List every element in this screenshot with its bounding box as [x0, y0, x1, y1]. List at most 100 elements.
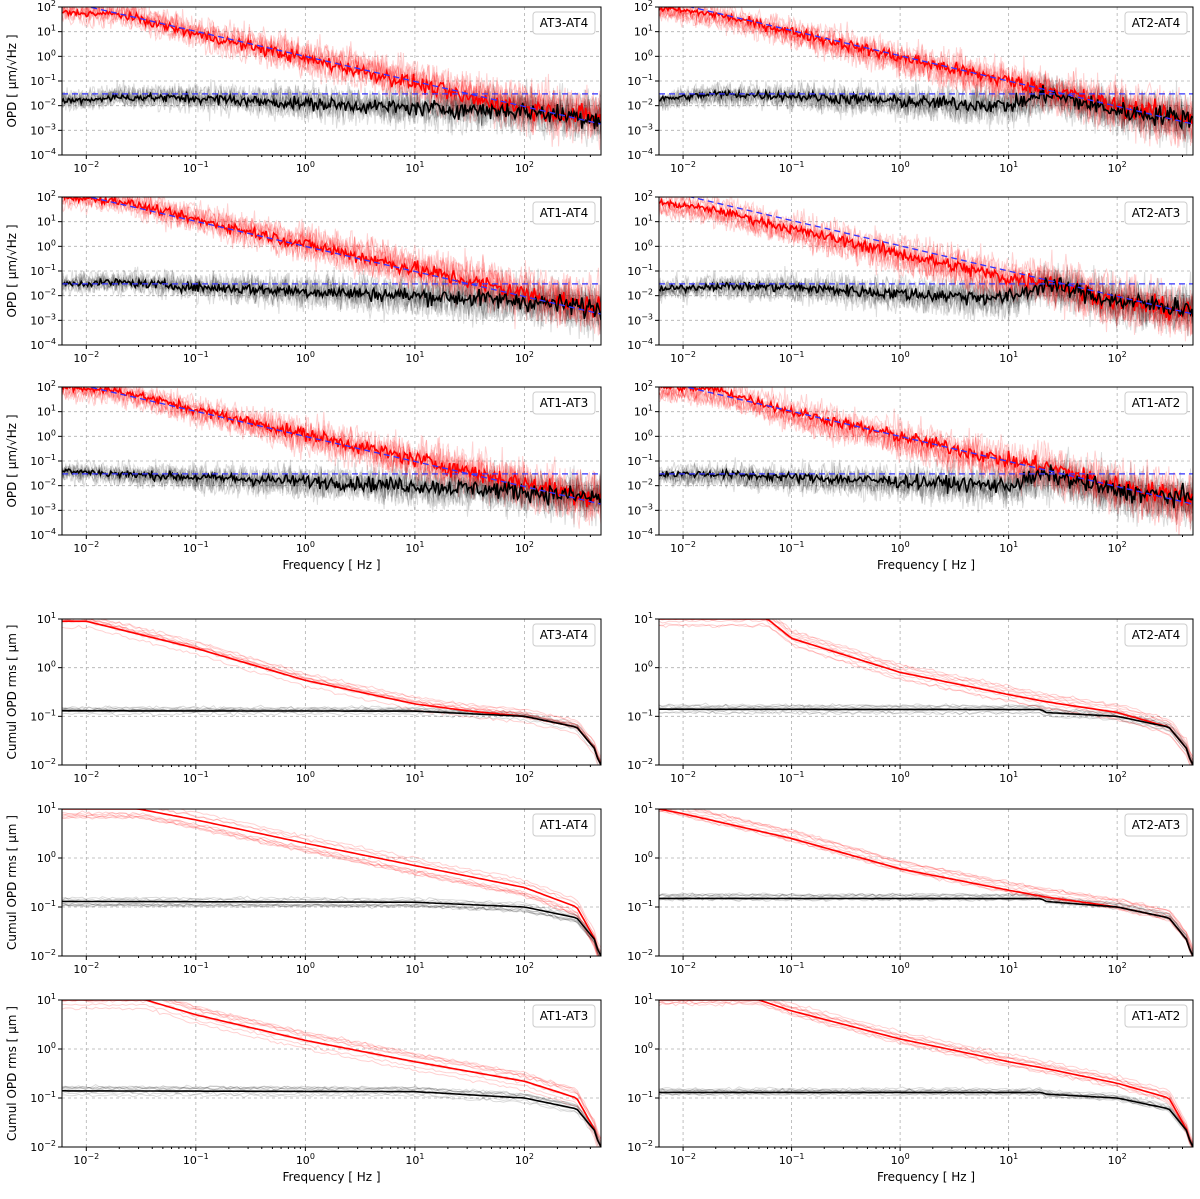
series-open-loop-median — [659, 809, 1193, 956]
run-trace — [62, 1084, 601, 1144]
x-tick-label: 101 — [405, 961, 424, 976]
run-trace — [62, 1085, 601, 1143]
run-trace — [62, 7, 601, 139]
x-tick-label: 102 — [515, 540, 534, 555]
run-trace — [62, 83, 601, 141]
y-tick-label: 100 — [634, 660, 653, 675]
run-trace — [659, 705, 1193, 764]
y-tick-label: 10−1 — [30, 263, 56, 278]
y-tick-label: 100 — [634, 48, 653, 63]
y-tick-label: 101 — [634, 24, 653, 39]
panel-psd-at1-at2: 10−2 10−1 100 101 102 10−4 10−3 10−2 10−1 100 101 1… — [627, 379, 1194, 572]
axes-frame — [61, 808, 602, 957]
series-closed-loop-median — [659, 1091, 1193, 1147]
x-tick-label: 100 — [296, 540, 315, 555]
run-trace — [62, 619, 601, 764]
run-trace — [659, 202, 1193, 335]
x-axis-label: Frequency [ Hz ] — [282, 558, 380, 572]
baseline-label-box — [1124, 623, 1188, 647]
x-tick-label: 100 — [891, 961, 910, 976]
panel-cumulative-at1-at3: 10−2 10−1 100 101 102 10−2 10−1 100 101 AT1-AT3 Cu… — [5, 992, 602, 1184]
series-model-power-law — [687, 197, 1193, 315]
x-tick-label: 101 — [999, 770, 1018, 785]
axes-frame — [61, 999, 602, 1148]
baseline-label-box — [1124, 813, 1188, 837]
y-tick-label: 10−4 — [627, 527, 653, 542]
grid — [62, 999, 601, 1148]
x-tick-label: 101 — [999, 961, 1018, 976]
run-trace — [659, 78, 1193, 143]
run-trace — [62, 815, 598, 956]
run-trace — [659, 702, 1193, 761]
y-tick-label: 101 — [634, 611, 653, 626]
y-tick-label: 10−4 — [30, 527, 56, 542]
run-trace — [659, 461, 1193, 522]
y-tick-label: 10−1 — [30, 1090, 56, 1105]
run-trace — [685, 809, 1193, 951]
run-trace — [660, 7, 1193, 126]
run-trace — [62, 902, 600, 956]
run-trace — [62, 903, 600, 956]
run-trace — [659, 269, 1193, 333]
run-trace — [659, 7, 1193, 147]
y-tick-label: 101 — [37, 611, 56, 626]
baseline-label-box — [1124, 391, 1188, 415]
run-trace — [768, 1000, 1193, 1144]
plot-area — [659, 809, 1193, 956]
run-trace — [772, 619, 1193, 761]
run-trace — [769, 1000, 1193, 1145]
run-trace — [62, 197, 601, 335]
run-trace — [659, 200, 1193, 342]
run-trace — [62, 458, 601, 519]
y-tick-label: 10−1 — [627, 1090, 653, 1105]
run-trace — [775, 1000, 1193, 1142]
y-tick-label: 100 — [37, 660, 56, 675]
run-trace — [774, 619, 1193, 758]
run-trace — [62, 387, 601, 525]
series-closed-loop-median — [62, 900, 601, 956]
x-tick-label: 10−2 — [670, 1152, 696, 1167]
series-open-loop-median — [659, 1000, 1193, 1147]
y-tick-label: 10−4 — [30, 147, 56, 162]
run-trace — [62, 270, 601, 332]
y-tick-label: 10−2 — [30, 478, 56, 493]
x-tick-label: 10−1 — [183, 350, 209, 365]
run-trace — [686, 809, 1193, 951]
run-trace — [62, 897, 601, 954]
run-trace — [62, 462, 601, 528]
baseline-label: AT1-AT3 — [540, 396, 589, 410]
run-trace — [659, 892, 1193, 952]
x-tick-label: 101 — [405, 1152, 424, 1167]
run-trace — [659, 892, 1193, 953]
y-tick-label: 10−2 — [627, 288, 653, 303]
run-trace — [62, 79, 601, 133]
x-tick-label: 102 — [1108, 540, 1127, 555]
baseline-label-box — [1124, 11, 1188, 35]
x-tick-label: 102 — [1108, 1152, 1127, 1167]
panel-cumulative-at3-at4: 10−2 10−1 100 101 102 10−2 10−1 100 101 AT3-AT4 Cu… — [5, 611, 602, 785]
y-tick-label: 10−1 — [627, 899, 653, 914]
series-open-loop-median — [62, 197, 601, 318]
baseline-label: AT1-AT4 — [540, 206, 589, 220]
run-trace — [659, 72, 1193, 141]
run-trace — [156, 809, 601, 952]
y-tick-label: 102 — [37, 189, 56, 204]
run-trace — [62, 1092, 600, 1147]
plot-area — [659, 197, 1193, 342]
run-trace — [659, 72, 1193, 142]
series-closed-loop-median — [659, 84, 1193, 131]
baseline-label: AT3-AT4 — [540, 628, 589, 642]
y-tick-label: 101 — [634, 404, 653, 419]
y-axis-label: OPD [ μm/√Hz ] — [5, 34, 19, 127]
panel-cumulative-at1-at2: 10−2 10−1 100 101 102 10−2 10−1 100 101 AT1-AT2 Fr… — [627, 992, 1194, 1184]
y-tick-label: 10−1 — [30, 453, 56, 468]
baseline-label-box — [1124, 201, 1188, 225]
series-closed-loop-median — [62, 276, 601, 321]
grid — [62, 808, 601, 957]
x-tick-label: 10−1 — [183, 540, 209, 555]
x-tick-label: 10−1 — [183, 1152, 209, 1167]
y-tick-label: 10−1 — [30, 708, 56, 723]
y-tick-label: 10−1 — [30, 73, 56, 88]
panel-cumulative-at2-at3: 10−2 10−1 100 101 102 10−2 10−1 100 101 AT2-AT3 — [627, 801, 1194, 976]
x-tick-label: 10−2 — [670, 961, 696, 976]
